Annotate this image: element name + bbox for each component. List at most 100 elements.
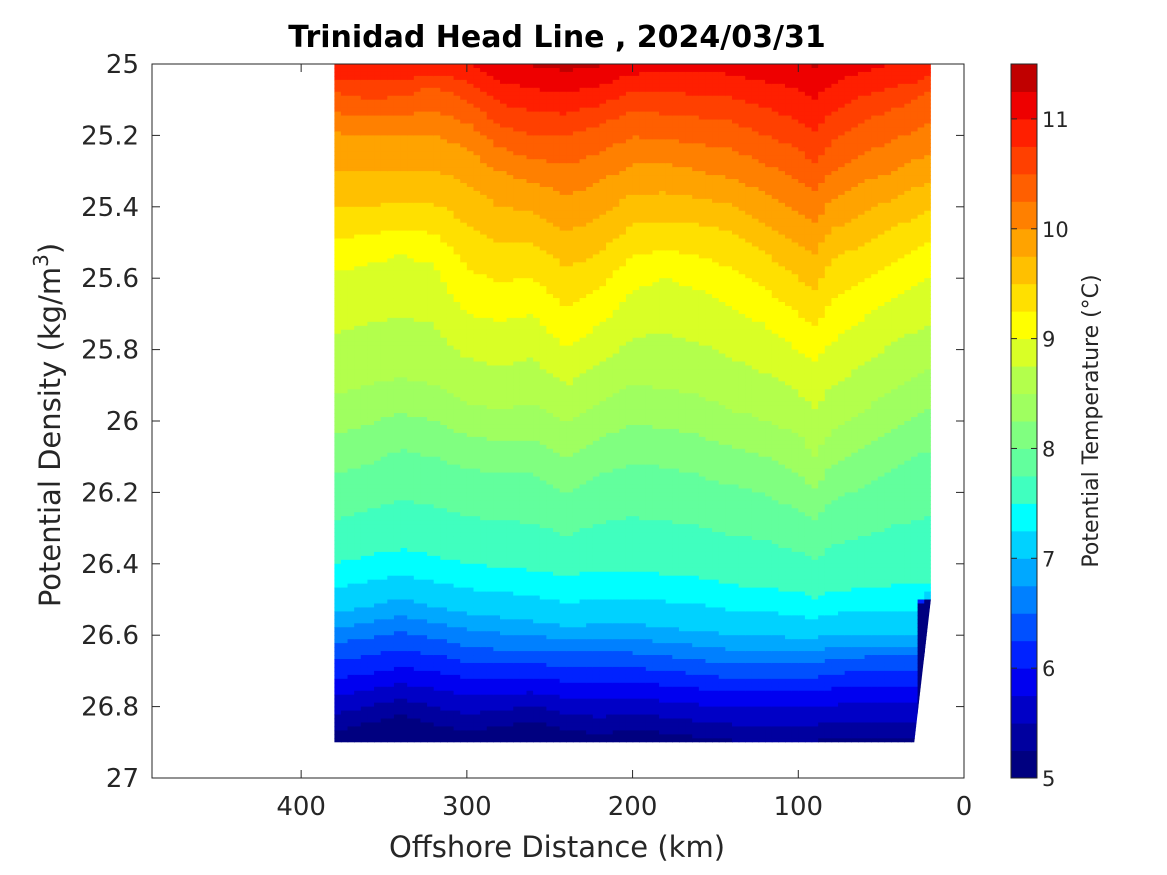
contour-cell	[460, 436, 468, 442]
contour-cell	[407, 345, 415, 351]
contour-cell	[407, 337, 415, 343]
contour-cell	[446, 345, 455, 351]
contour-cell	[387, 309, 395, 315]
contour-cell	[407, 615, 415, 621]
contour-cell	[400, 480, 408, 486]
contour-cell	[427, 381, 435, 386]
contour-cell	[413, 575, 422, 581]
contour-cell	[367, 516, 375, 521]
contour-cell	[506, 496, 514, 502]
contour-cell	[453, 115, 461, 121]
contour-cell	[354, 214, 362, 220]
contour-cell	[354, 349, 362, 355]
contour-cell	[500, 214, 508, 220]
contour-cell	[480, 405, 488, 410]
contour-cell	[440, 111, 448, 117]
contour-cell	[500, 127, 508, 133]
contour-cell	[387, 127, 395, 133]
contour-cell	[367, 504, 375, 509]
contour-cell	[347, 647, 355, 652]
contour-cell	[513, 313, 521, 319]
contour-cell	[506, 500, 514, 505]
contour-cell	[433, 198, 442, 204]
contour-cell	[387, 547, 395, 553]
contour-cell	[413, 294, 422, 299]
contour-cell	[367, 99, 375, 105]
contour-cell	[493, 167, 501, 172]
contour-cell	[420, 64, 428, 69]
contour-cell	[433, 381, 442, 386]
contour-cell	[460, 71, 468, 77]
contour-cell	[466, 377, 475, 383]
contour-cell	[340, 64, 349, 69]
contour-cell	[360, 194, 369, 200]
contour-cell	[360, 282, 369, 287]
contour-cell	[380, 595, 389, 601]
contour-cell	[433, 254, 442, 260]
contour-cell	[486, 520, 495, 525]
contour-cell	[473, 524, 481, 529]
contour-cell	[506, 214, 514, 220]
contour-cell	[360, 202, 369, 208]
contour-cell	[473, 742, 480, 747]
contour-cell	[500, 381, 508, 386]
contour-cell	[360, 397, 369, 402]
contour-cell	[446, 313, 455, 319]
contour-cell	[506, 718, 514, 724]
contour-cell	[393, 254, 402, 260]
contour-cell	[427, 139, 435, 145]
contour-cell	[400, 175, 408, 180]
contour-cell	[334, 734, 342, 740]
contour-cell	[413, 662, 422, 668]
contour-cell	[446, 246, 455, 252]
contour-cell	[486, 524, 495, 529]
contour-cell	[466, 309, 475, 315]
contour-cell	[493, 151, 501, 156]
contour-cell	[480, 651, 488, 656]
contour-cell	[433, 405, 442, 410]
contour-cell	[374, 175, 382, 180]
contour-cell	[380, 639, 389, 644]
contour-cell	[506, 706, 514, 712]
contour-cell	[348, 762, 355, 767]
contour-cell	[433, 726, 442, 732]
contour-cell	[393, 250, 402, 256]
contour-cell	[340, 409, 349, 414]
contour-cell	[506, 619, 514, 624]
contour-cell	[407, 171, 415, 176]
contour-cell	[360, 163, 369, 168]
contour-cell	[513, 536, 521, 541]
contour-cell	[506, 246, 514, 252]
contour-cell	[480, 87, 488, 93]
contour-cell	[360, 659, 369, 664]
contour-cell	[440, 738, 448, 743]
contour-cell	[446, 615, 455, 621]
contour-cell	[407, 135, 415, 141]
contour-cell	[374, 250, 382, 256]
contour-cell	[374, 79, 382, 85]
contour-cell	[400, 163, 408, 168]
contour-cell	[513, 159, 521, 164]
contour-cell	[466, 734, 475, 740]
contour-cell	[340, 512, 349, 517]
contour-cell	[460, 762, 467, 767]
contour-cell	[500, 492, 508, 498]
contour-cell	[453, 651, 461, 656]
contour-cell	[413, 428, 422, 434]
contour-cell	[347, 421, 355, 426]
contour-cell	[367, 536, 375, 541]
contour-cell	[374, 754, 381, 759]
contour-cell	[347, 353, 355, 359]
contour-cell	[367, 230, 375, 236]
contour-cell	[347, 440, 355, 446]
contour-cell	[493, 543, 501, 549]
contour-cell	[354, 230, 362, 236]
contour-cell	[380, 139, 389, 145]
contour-cell	[407, 377, 415, 383]
contour-cell	[354, 436, 362, 442]
contour-cell	[367, 551, 375, 557]
contour-cell	[360, 698, 369, 704]
contour-cell	[446, 555, 455, 561]
contour-cell	[420, 436, 428, 442]
contour-cell	[387, 770, 394, 775]
